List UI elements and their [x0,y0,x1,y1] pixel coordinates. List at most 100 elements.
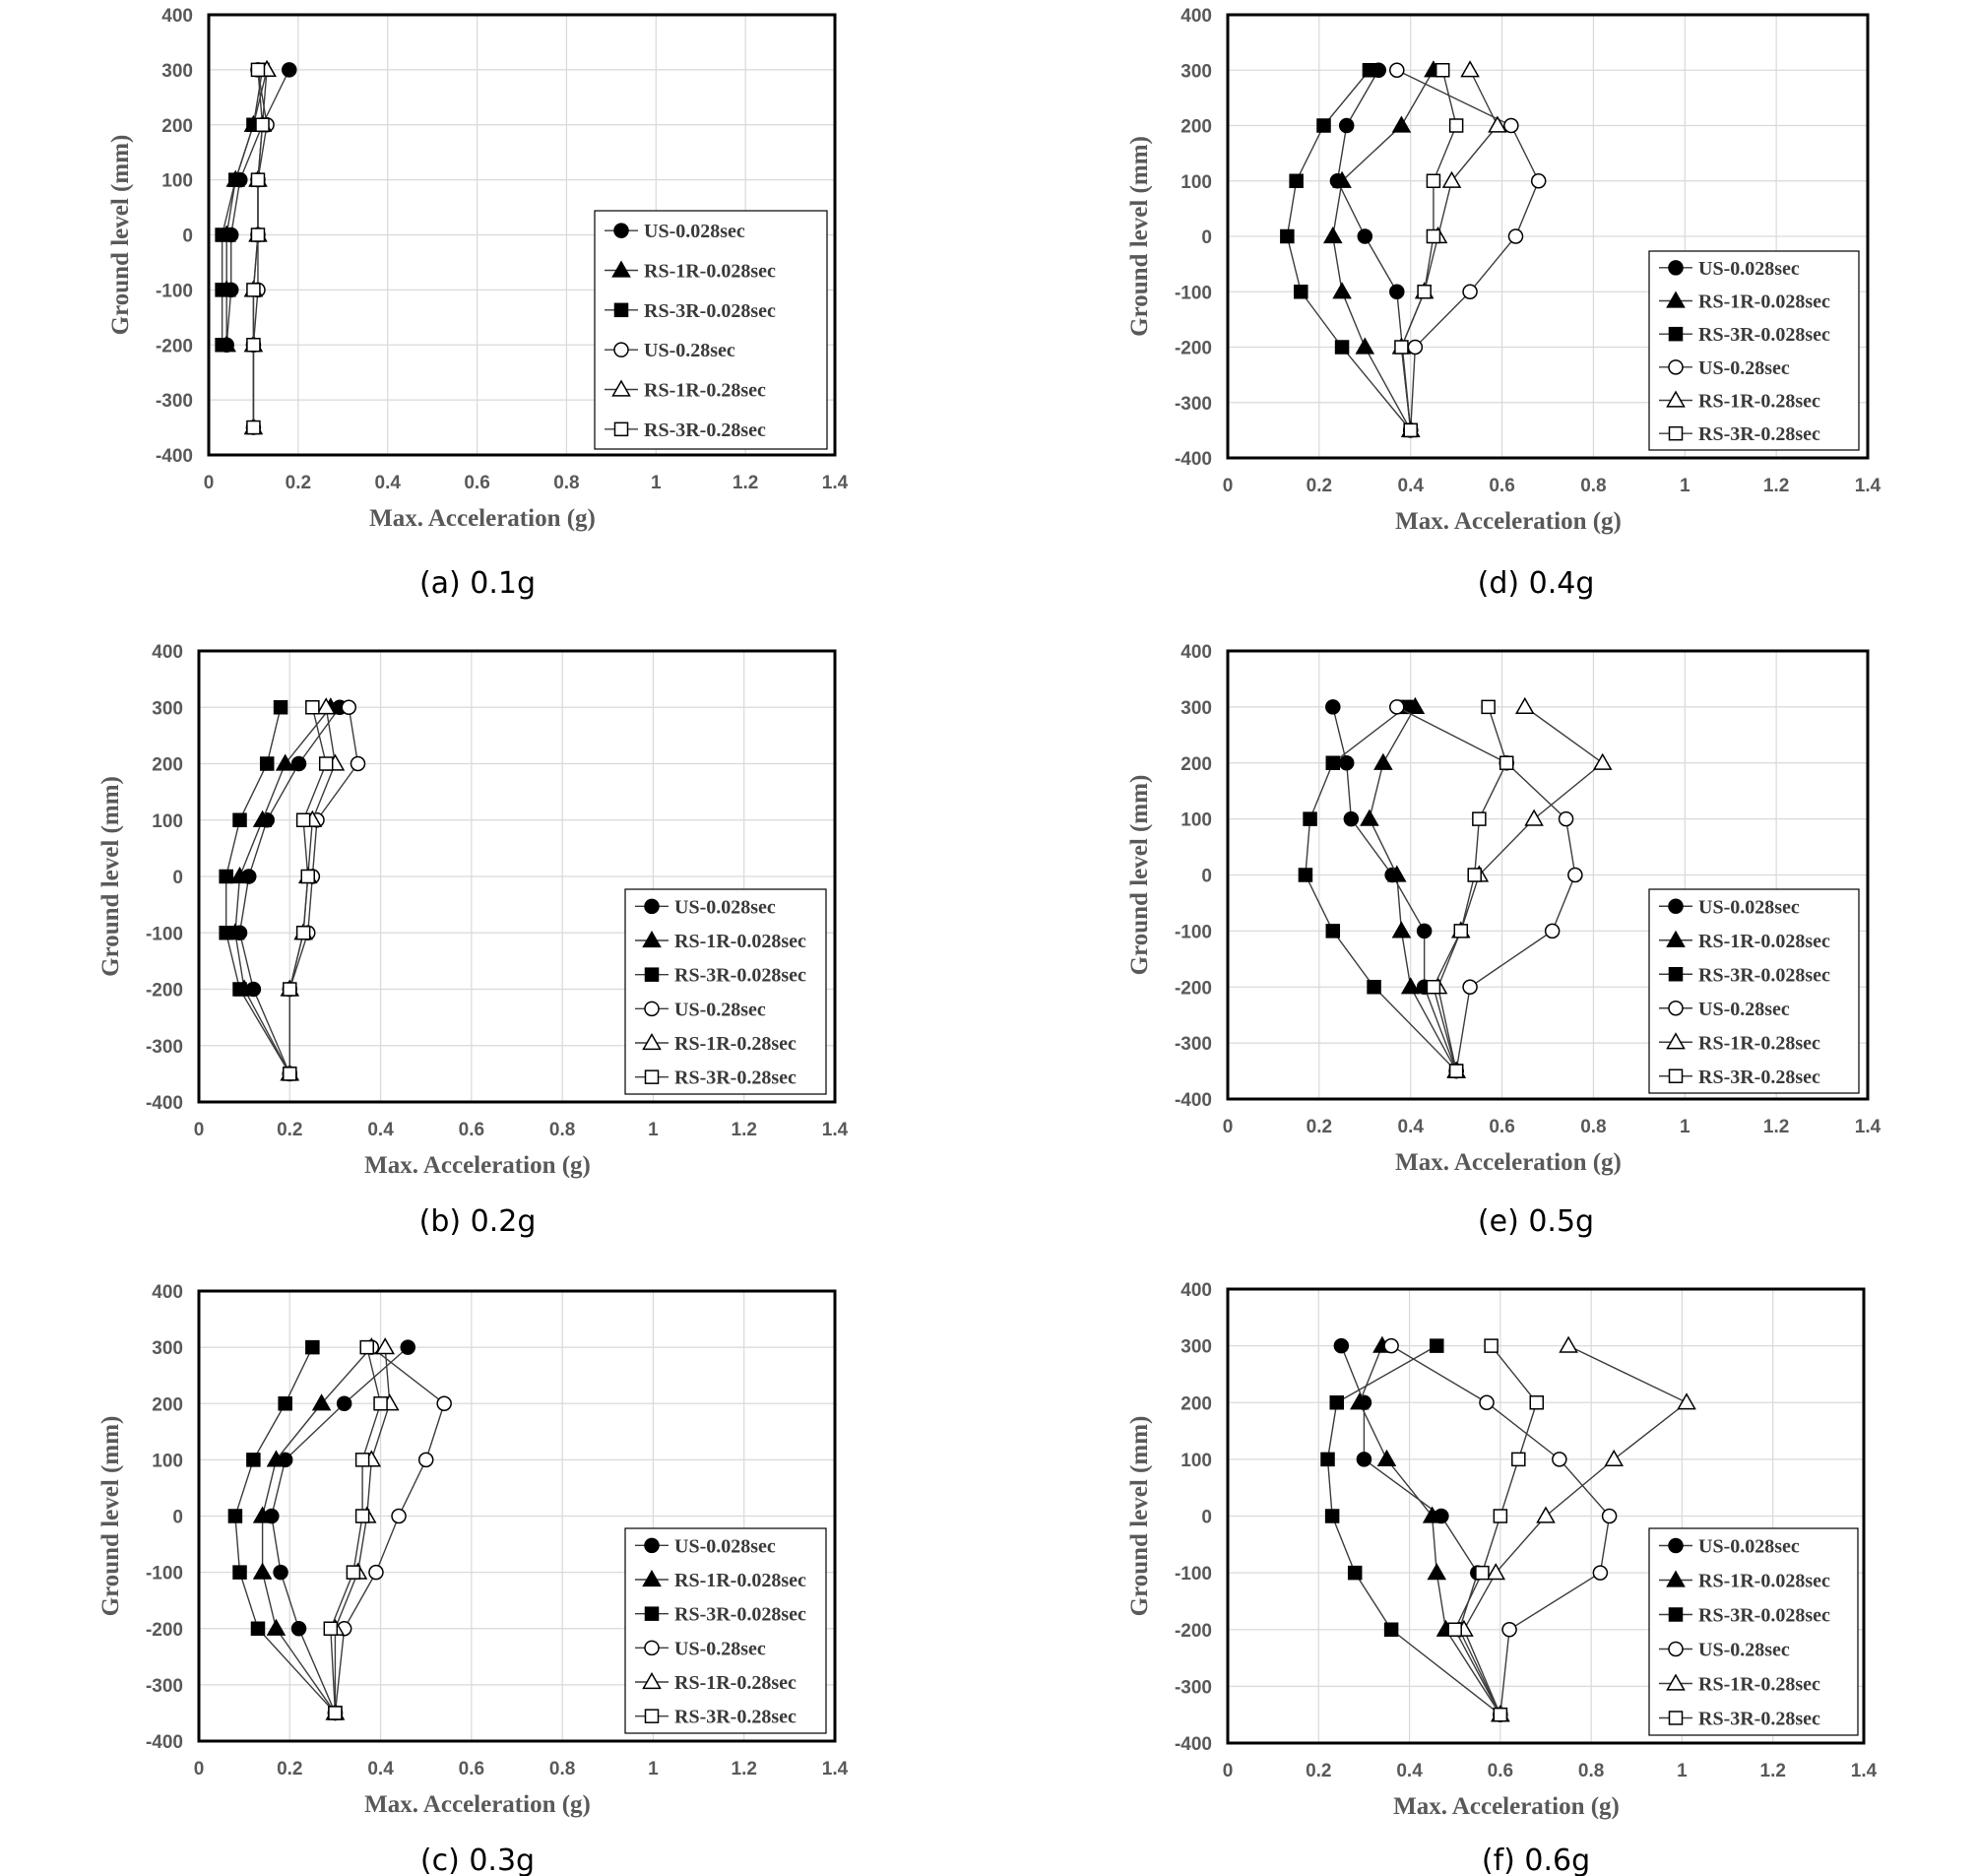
x-tick-label: 1.2 [1763,476,1789,496]
y-tick-label: 0 [1201,1508,1212,1528]
data-point [1316,118,1331,133]
x-axis-title: Max. Acceleration (g) [369,505,596,532]
legend-label: RS-1R-0.028sec [674,931,806,952]
y-tick-label: 400 [1180,1280,1212,1301]
legend: US-0.028sec RS-1R-0.028sec RS-3R-0.028sec U… [624,888,827,1095]
y-tick-label: 100 [152,1451,183,1471]
series-RS-3R-0.28sec [1426,699,1514,1078]
x-tick-label: 1.2 [1763,1117,1789,1137]
series-RS-3R-0.028sec [1298,699,1464,1078]
x-tick-label: 0.6 [464,473,489,493]
legend-marker [1668,1068,1684,1083]
y-tick-label: -100 [1175,1564,1212,1585]
data-point [1325,924,1341,938]
data-point [375,1337,395,1355]
data-point [1403,422,1418,438]
data-point [1303,811,1317,826]
data-point [283,1067,297,1081]
data-point [246,420,261,435]
data-point [1592,752,1613,770]
legend-label: RS-1R-0.28sec [644,380,766,402]
data-point [1430,1338,1444,1353]
series-RS-3R-0.28sec [283,700,334,1081]
x-axis-title: Max. Acceleration (g) [1395,508,1622,535]
data-point [1338,755,1355,771]
data-point [232,1565,247,1580]
data-point [336,1395,352,1411]
legend-marker [1668,967,1684,982]
plot-frame [197,1289,837,1743]
data-point [250,1621,266,1636]
legend-label: US-0.28sec [644,340,735,361]
series-line [225,69,268,346]
legend-label: US-0.28sec [1698,999,1790,1020]
data-point [1536,1506,1556,1523]
y-tick-label: -400 [146,1093,183,1114]
data-point [219,869,233,884]
data-point [250,62,266,78]
x-tick-label: 0.4 [1396,1761,1423,1781]
legend-marker [1666,1032,1686,1050]
legend-marker [611,379,631,397]
legend-marker [642,930,662,948]
data-point [232,982,247,997]
data-point [1362,63,1377,78]
legend-label: US-0.28sec [1698,1640,1790,1661]
legend-label: RS-1R-0.28sec [1698,1674,1820,1696]
data-point [229,866,250,884]
data-point [1544,923,1561,939]
data-point [1511,1452,1526,1467]
data-point [232,812,247,827]
data-point [346,1565,361,1580]
y-tick-label: -200 [1175,978,1212,999]
legend-marker [642,1671,662,1690]
data-point [266,1618,287,1636]
data-point [1479,1394,1495,1410]
y-tick-label: -200 [1175,1621,1212,1642]
data-point [1332,282,1352,299]
x-tick-label: 0.6 [1488,1761,1513,1781]
x-tick-label: 0.2 [1307,1117,1332,1137]
legend-marker [1666,930,1686,947]
data-point [228,172,243,187]
series-RS-1R-0.028sec [252,1337,382,1720]
data-point [1514,696,1535,714]
y-tick-label: -400 [1175,1090,1212,1111]
legend-label: US-0.28sec [674,999,766,1020]
data-point [305,700,320,715]
y-tick-label: 400 [1180,642,1212,663]
legend-label: US-0.28sec [1698,357,1790,379]
x-tick-label: 1 [1680,476,1690,496]
legend-label: RS-3R-0.028sec [644,300,776,322]
x-tick-label: 0.4 [375,473,402,493]
y-tick-label: 0 [1201,867,1212,887]
x-tick-label: 1.4 [1855,476,1881,496]
data-point [1325,699,1341,715]
data-point [246,1453,261,1467]
series-RS-3R-0.028sec [227,1339,343,1720]
legend-label: US-0.028sec [1698,896,1800,918]
y-tick-label: -300 [146,1037,183,1058]
data-point [283,982,297,997]
panel-caption: (c) 0.3g [420,1844,535,1876]
data-point [391,1508,407,1524]
series-line [1436,706,1604,1071]
data-point [1320,1452,1335,1467]
data-point [1488,115,1507,133]
legend-label: RS-1R-0.028sec [1698,931,1830,952]
legend-label: US-0.028sec [674,1535,776,1557]
x-tick-label: 1.2 [732,1759,757,1779]
y-tick-label: 100 [1180,810,1212,831]
data-point [1350,1392,1370,1410]
legend-marker [613,342,629,357]
data-point [252,809,273,827]
panel-caption: (b) 0.2g [419,1204,537,1239]
data-point [417,1452,434,1468]
legend: US-0.028sec RS-1R-0.028sec RS-3R-0.028sec U… [1648,888,1860,1094]
data-point [1462,979,1478,995]
x-tick-label: 1.4 [822,1759,849,1779]
series-line [1396,706,1576,1071]
legend-marker [644,1537,660,1554]
data-point [252,1506,273,1523]
